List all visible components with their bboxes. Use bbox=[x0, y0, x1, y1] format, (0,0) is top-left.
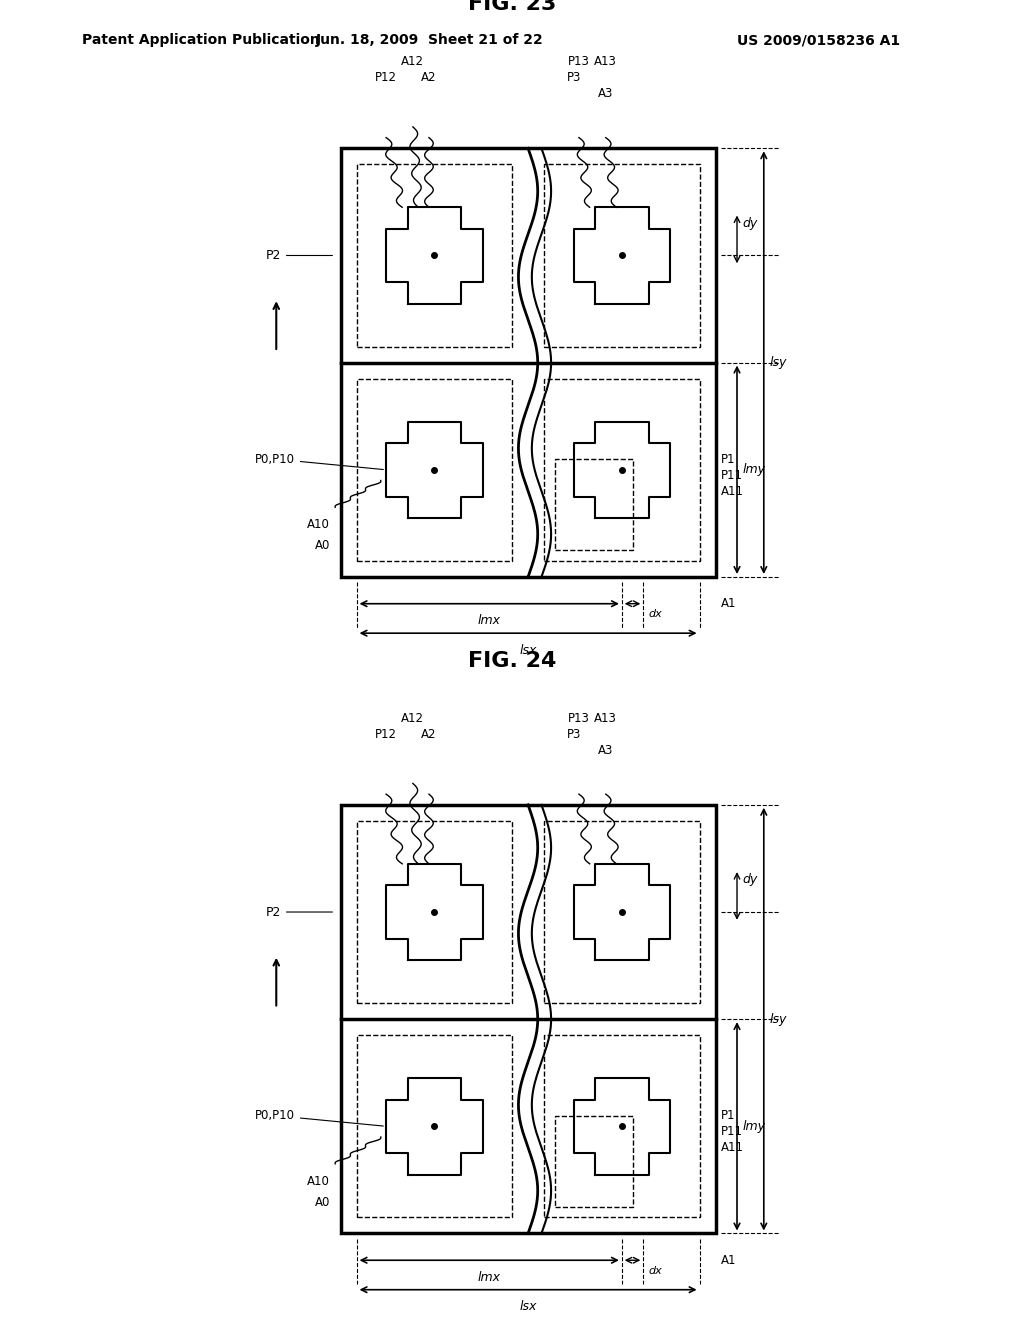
Text: P3: P3 bbox=[566, 71, 581, 84]
Text: A10: A10 bbox=[307, 1175, 330, 1188]
Bar bbox=[356, 1035, 512, 1217]
Polygon shape bbox=[573, 1078, 670, 1175]
Bar bbox=[356, 165, 512, 347]
Text: P11: P11 bbox=[721, 1125, 743, 1138]
Text: lsx: lsx bbox=[519, 1300, 537, 1313]
Text: A0: A0 bbox=[314, 1196, 330, 1209]
Text: dx: dx bbox=[648, 609, 663, 619]
Text: A2: A2 bbox=[421, 727, 436, 741]
Text: lmy: lmy bbox=[742, 1119, 765, 1133]
Text: A2: A2 bbox=[421, 71, 436, 84]
Text: lmx: lmx bbox=[478, 1271, 501, 1284]
Bar bbox=[341, 148, 716, 577]
Text: A12: A12 bbox=[401, 55, 424, 69]
Text: P13: P13 bbox=[568, 711, 590, 725]
Polygon shape bbox=[573, 863, 670, 960]
Polygon shape bbox=[573, 421, 670, 517]
Text: A10: A10 bbox=[307, 517, 330, 531]
Bar bbox=[544, 821, 699, 1003]
Text: P0,P10: P0,P10 bbox=[255, 453, 383, 470]
Text: P12: P12 bbox=[375, 727, 397, 741]
Text: P2: P2 bbox=[265, 906, 333, 919]
Bar bbox=[555, 459, 633, 550]
Bar bbox=[555, 1115, 633, 1206]
Text: P1: P1 bbox=[721, 453, 735, 466]
Polygon shape bbox=[386, 863, 482, 960]
Text: P2: P2 bbox=[265, 249, 333, 261]
Text: P11: P11 bbox=[721, 469, 743, 482]
Text: dy: dy bbox=[742, 216, 758, 230]
Text: A3: A3 bbox=[598, 87, 613, 100]
Text: P0,P10: P0,P10 bbox=[255, 1109, 383, 1126]
Text: A1: A1 bbox=[721, 597, 736, 610]
Text: FIG. 24: FIG. 24 bbox=[468, 651, 556, 671]
Text: A12: A12 bbox=[401, 711, 424, 725]
Bar bbox=[341, 805, 716, 1233]
Text: A13: A13 bbox=[594, 55, 617, 69]
Text: P3: P3 bbox=[566, 727, 581, 741]
Text: Jun. 18, 2009  Sheet 21 of 22: Jun. 18, 2009 Sheet 21 of 22 bbox=[316, 33, 544, 48]
Text: A0: A0 bbox=[314, 540, 330, 553]
Bar bbox=[356, 821, 512, 1003]
Text: P1: P1 bbox=[721, 1109, 735, 1122]
Bar bbox=[544, 1035, 699, 1217]
Text: lmx: lmx bbox=[478, 614, 501, 627]
Text: Patent Application Publication: Patent Application Publication bbox=[82, 33, 319, 48]
Text: lsx: lsx bbox=[519, 644, 537, 657]
Text: A1: A1 bbox=[721, 1254, 736, 1267]
Text: A13: A13 bbox=[594, 711, 617, 725]
Text: lmy: lmy bbox=[742, 463, 765, 477]
Text: A11: A11 bbox=[721, 1142, 743, 1154]
Text: A3: A3 bbox=[598, 743, 613, 756]
Polygon shape bbox=[386, 1078, 482, 1175]
Text: P13: P13 bbox=[568, 55, 590, 69]
Text: A11: A11 bbox=[721, 484, 743, 498]
Text: US 2009/0158236 A1: US 2009/0158236 A1 bbox=[737, 33, 900, 48]
Text: dy: dy bbox=[742, 874, 758, 886]
Text: P12: P12 bbox=[375, 71, 397, 84]
Polygon shape bbox=[386, 421, 482, 517]
Text: FIG. 23: FIG. 23 bbox=[468, 0, 556, 15]
Text: dx: dx bbox=[648, 1266, 663, 1275]
Text: lsy: lsy bbox=[769, 356, 786, 370]
Bar bbox=[544, 379, 699, 561]
Polygon shape bbox=[573, 207, 670, 304]
Bar bbox=[544, 165, 699, 347]
Polygon shape bbox=[386, 207, 482, 304]
Text: lsy: lsy bbox=[769, 1012, 786, 1026]
Bar bbox=[356, 379, 512, 561]
